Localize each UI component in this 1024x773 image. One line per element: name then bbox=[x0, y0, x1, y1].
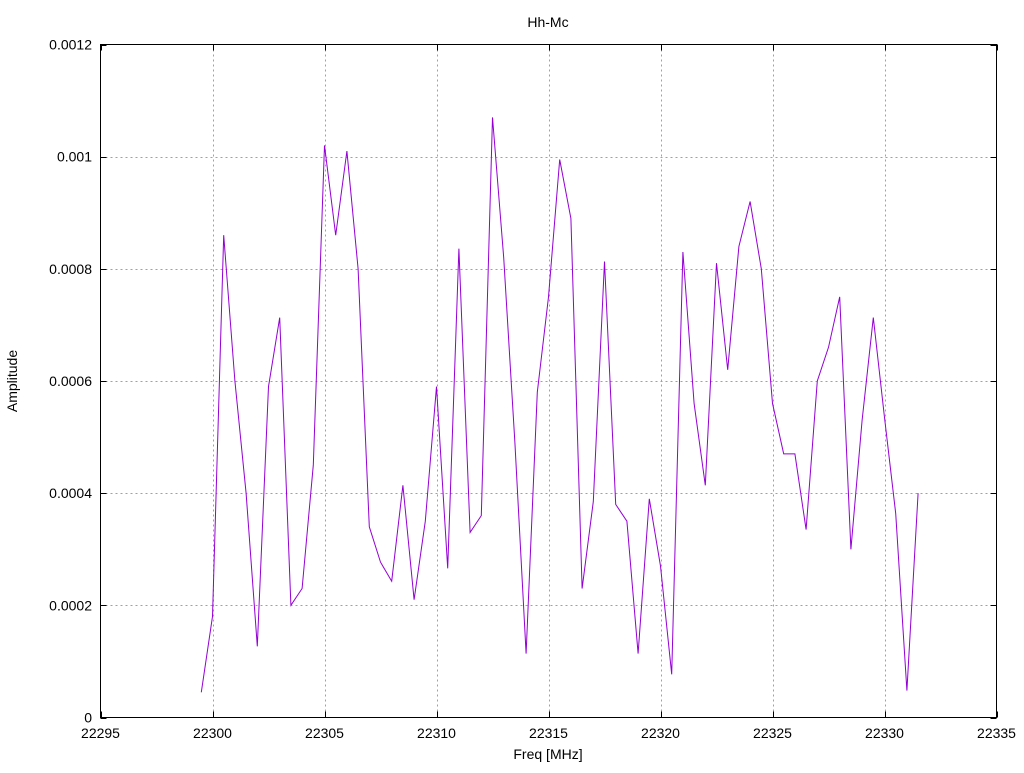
y-tick-label: 0.0008 bbox=[49, 261, 92, 277]
chart-title: Hh-Mc bbox=[527, 14, 568, 30]
ticks: 22295 22300 22305 22310 22315 22320 22325 22330… bbox=[49, 37, 1016, 742]
y-tick-label: 0.001 bbox=[57, 149, 92, 165]
y-tick-label: 0.0004 bbox=[49, 485, 92, 501]
x-tick-label: 22320 bbox=[641, 725, 680, 741]
y-tick-label: 0 bbox=[84, 710, 92, 726]
x-tick-label: 22325 bbox=[753, 725, 792, 741]
x-tick-label: 22335 bbox=[977, 725, 1016, 741]
y-axis-label: Amplitude bbox=[4, 350, 20, 412]
x-tick-label: 22330 bbox=[865, 725, 904, 741]
y-tick-label: 0.0012 bbox=[49, 37, 92, 53]
y-tick-label: 0.0002 bbox=[49, 597, 92, 613]
x-tick-label: 22300 bbox=[193, 725, 232, 741]
series-line bbox=[201, 117, 918, 692]
x-tick-label: 22310 bbox=[417, 725, 456, 741]
y-tick-label: 0.0006 bbox=[49, 373, 92, 389]
x-axis-label: Freq [MHz] bbox=[513, 746, 582, 762]
x-tick-label: 22305 bbox=[305, 725, 344, 741]
x-tick-label: 22315 bbox=[529, 725, 568, 741]
x-tick-label: 22295 bbox=[81, 725, 120, 741]
